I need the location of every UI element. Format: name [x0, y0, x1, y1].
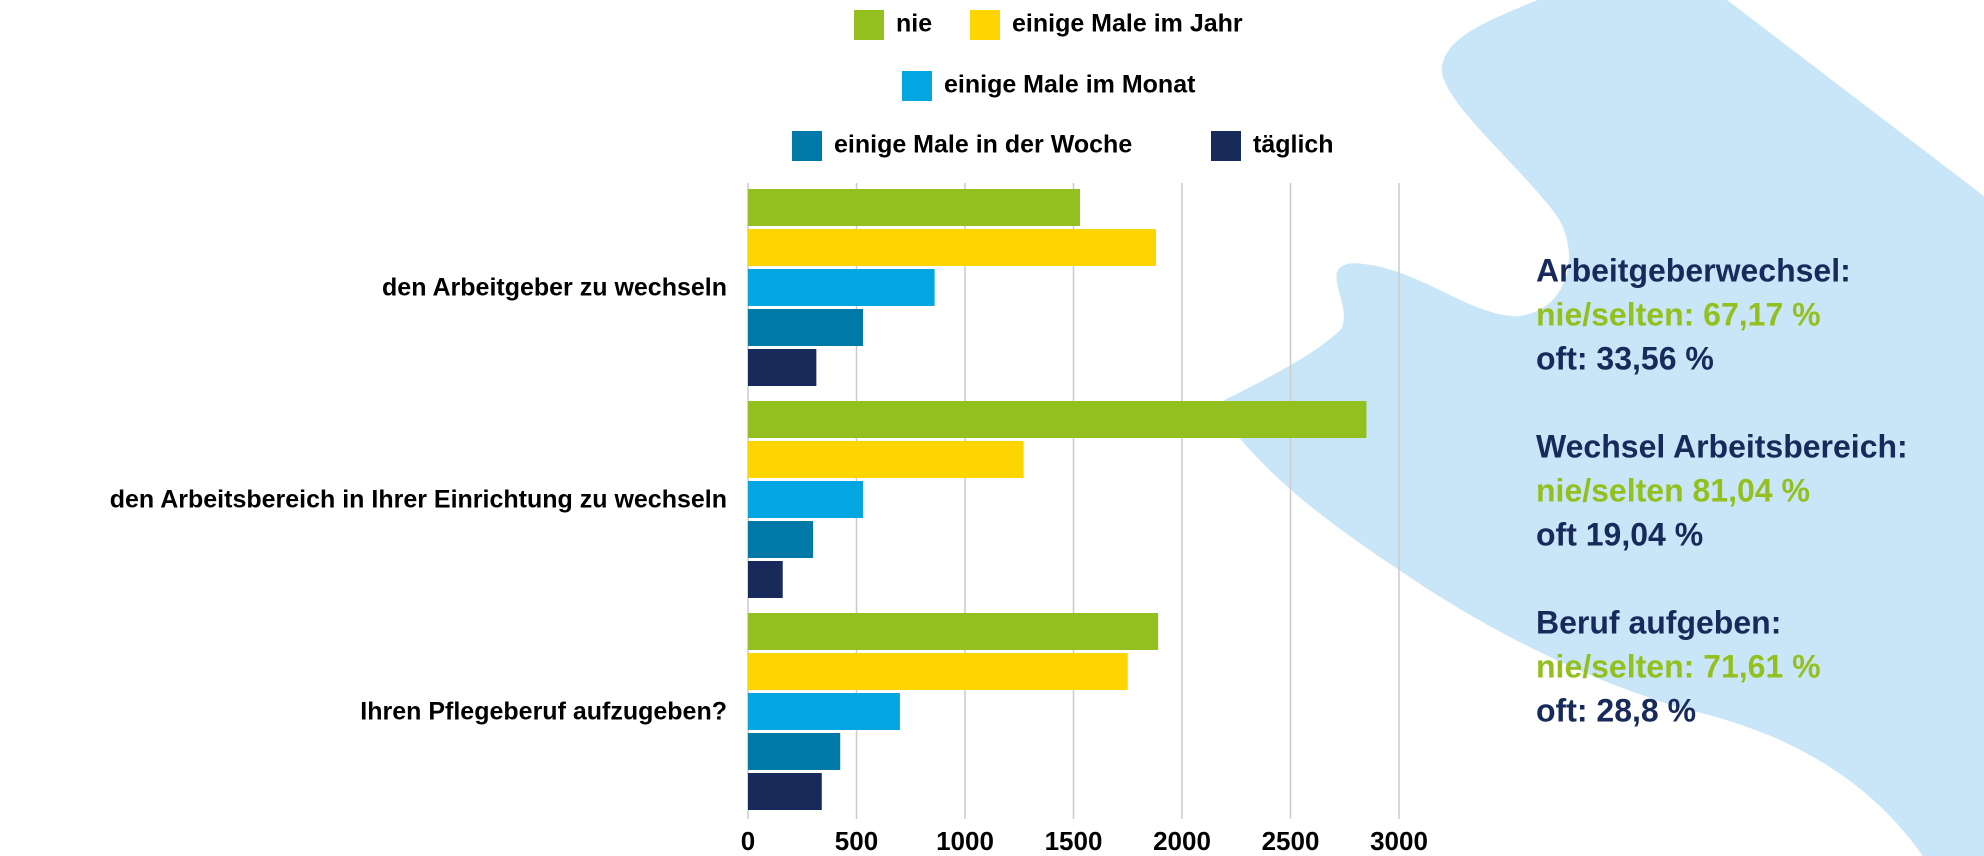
bar — [748, 349, 817, 386]
category-label: den Arbeitsbereich in Ihrer Einrichtung … — [110, 486, 727, 514]
bar — [748, 441, 1024, 478]
x-tick-label: 500 — [835, 826, 878, 856]
x-tick-label: 0 — [741, 826, 755, 856]
legend-swatch — [970, 10, 1000, 40]
x-tick-label: 2500 — [1262, 826, 1320, 856]
bar — [748, 481, 864, 518]
legend-swatch — [854, 10, 884, 40]
x-tick-label: 2000 — [1153, 826, 1211, 856]
legend-label: einige Male im Jahr — [1012, 10, 1243, 38]
annotation-high: oft: 28,8 % — [1536, 692, 1696, 728]
bar — [748, 693, 900, 730]
x-tick-label: 1000 — [936, 826, 994, 856]
annotation-title: Wechsel Arbeitsbereich: — [1536, 428, 1908, 464]
annotation-low: nie/selten: 71,61 % — [1536, 648, 1821, 684]
legend-label: einige Male im Monat — [944, 71, 1196, 99]
legend-swatch — [792, 131, 822, 161]
bar — [748, 733, 841, 770]
legend-label: täglich — [1253, 131, 1334, 159]
bar — [748, 773, 822, 810]
bar — [748, 521, 814, 558]
annotation-title: Arbeitgeberwechsel: — [1536, 252, 1851, 288]
legend-swatch — [1211, 131, 1241, 161]
bar — [748, 613, 1159, 650]
bar — [748, 189, 1081, 226]
annotation-low: nie/selten 81,04 % — [1536, 472, 1810, 508]
legend-swatch — [902, 71, 932, 101]
annotation-low: nie/selten: 67,17 % — [1536, 296, 1821, 332]
legend-label: einige Male in der Woche — [834, 131, 1132, 159]
legend-label: nie — [896, 10, 932, 38]
annotation-high: oft 19,04 % — [1536, 516, 1703, 552]
bar — [748, 309, 864, 346]
category-label: den Arbeitgeber zu wechseln — [382, 274, 727, 302]
bar — [748, 561, 783, 598]
bar — [748, 269, 935, 306]
bar — [748, 401, 1367, 438]
annotation-title: Beruf aufgeben: — [1536, 604, 1781, 640]
x-tick-label: 1500 — [1045, 826, 1103, 856]
bar — [748, 229, 1156, 266]
category-label: Ihren Pflegeberuf aufzugeben? — [360, 698, 727, 726]
x-tick-label: 3000 — [1370, 826, 1428, 856]
bar — [748, 653, 1128, 690]
annotation-high: oft: 33,56 % — [1536, 340, 1714, 376]
background-shape — [1214, 0, 1984, 856]
